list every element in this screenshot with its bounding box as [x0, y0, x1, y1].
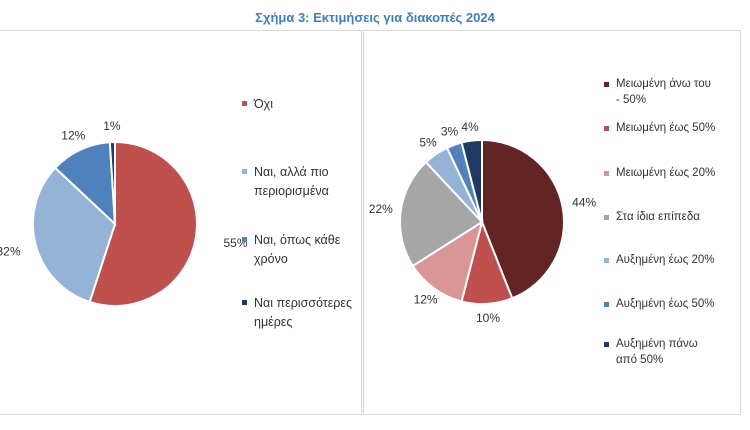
figure-title: Σχήμα 3: Εκτιμήσεις για διακοπές 2024: [255, 10, 495, 25]
legend-swatch: [604, 258, 609, 263]
pie-data-label: 55%: [223, 236, 247, 250]
pie-data-label: 1%: [103, 119, 121, 133]
left-legend-item: Ναι, όπως κάθε χρόνο: [242, 231, 362, 269]
pie-data-label: 10%: [476, 311, 500, 325]
legend-swatch: [242, 237, 247, 242]
pie-data-label: 44%: [572, 196, 596, 210]
left-legend-item: Ναι περισσότερες ημέρες: [242, 294, 362, 332]
pie-slice: [411, 219, 484, 303]
legend-swatch: [604, 126, 609, 131]
right-chart-panel: 44% 10% 12% 22% 5% 3% 4% Μειωμένη άνω του - 50…: [363, 30, 741, 415]
legend-label: Αυξημένη πάνω από 50%: [616, 338, 698, 366]
legend-swatch: [604, 342, 609, 347]
legend-label: Μειωμένη άνω του - 50%: [616, 78, 711, 106]
pie-data-label: 22%: [369, 202, 393, 216]
left-legend-item: Όχι: [242, 95, 362, 114]
right-legend-item: Αυξημένη πάνω από 50%: [604, 336, 716, 368]
pie-data-label: 5%: [419, 136, 437, 150]
legend-label: Ναι, αλλά πιο περιορισμένα: [254, 165, 329, 198]
legend-swatch: [604, 171, 609, 176]
legend-label: Αυξημένη έως 50%: [616, 298, 715, 310]
pie-data-label: 12%: [61, 128, 85, 142]
right-pie-chart: 44% 10% 12% 22% 5% 3% 4%: [369, 120, 597, 325]
pie-slice: [108, 140, 116, 225]
legend-label: Ναι, όπως κάθε χρόνο: [254, 233, 341, 266]
legend-swatch: [242, 169, 247, 174]
legend-swatch: [604, 82, 609, 87]
pie-slice: [460, 138, 483, 223]
legend-swatch: [242, 101, 247, 106]
pie-data-label: 3%: [441, 125, 459, 139]
right-legend-item: Στα ίδια επίπεδα: [604, 209, 716, 225]
right-legend-item: Μειωμένη έως 20%: [604, 165, 716, 181]
legend-label: Μειωμένη έως 50%: [616, 122, 716, 134]
right-legend-item: Μειωμένη έως 50%: [604, 120, 716, 136]
left-pie-chart: 55% 32% 12% 1%: [0, 119, 248, 307]
legend-label: Στα ίδια επίπεδα: [616, 211, 700, 223]
pie-slice: [481, 138, 565, 300]
right-legend-item: Μειωμένη άνω του - 50%: [604, 76, 716, 108]
legend-label: Μειωμένη έως 20%: [616, 167, 716, 179]
legend-swatch: [604, 215, 609, 220]
right-legend-item: Αυξημένη έως 20%: [604, 252, 716, 268]
legend-swatch: [604, 302, 609, 307]
pie-slice: [32, 166, 117, 304]
pie-slice: [399, 160, 484, 268]
left-legend-item: Ναι, αλλά πιο περιορισμένα: [242, 163, 362, 201]
right-legend-item: Αυξημένη έως 50%: [604, 296, 716, 312]
pie-data-label: 4%: [461, 120, 479, 134]
pie-data-label: 32%: [0, 244, 21, 258]
pie-slice: [88, 140, 198, 307]
legend-label: Ναι περισσότερες ημέρες: [254, 296, 353, 329]
pie-data-label: 12%: [414, 293, 438, 307]
legend-swatch: [242, 300, 247, 305]
pie-slice: [53, 141, 117, 227]
legend-label: Αυξημένη έως 20%: [616, 254, 715, 266]
legend-label: Όχι: [254, 97, 274, 111]
left-chart-panel: 55% 32% 12% 1% Όχι Ναι, αλλά πιο περιορισμέ…: [0, 30, 362, 415]
